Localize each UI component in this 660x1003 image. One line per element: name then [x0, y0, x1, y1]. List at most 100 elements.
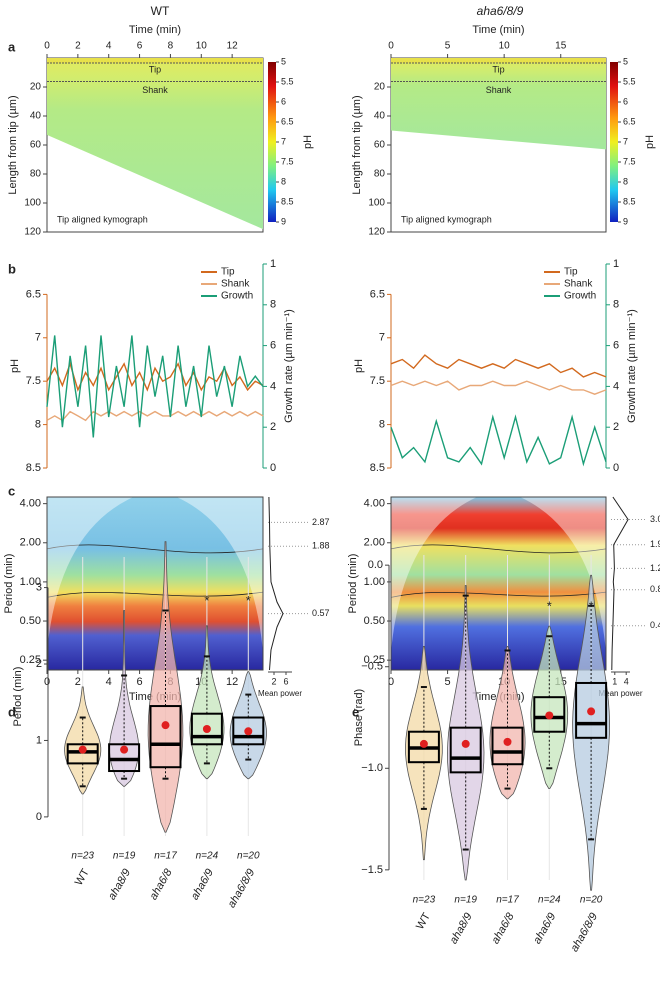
y-tick-label: 4.00	[20, 498, 41, 510]
y2-tick-label: 1	[613, 258, 619, 270]
y-tick-label: 2	[36, 658, 42, 670]
y-tick-label: 80	[374, 169, 386, 180]
x-tick-label: 5	[445, 41, 451, 52]
colorbar-tick-label: 9	[281, 216, 286, 226]
colorbar-tick-label: 5.5	[281, 76, 294, 86]
y-tick-label: 4.00	[364, 498, 385, 510]
y-tick-label: 40	[30, 111, 42, 122]
y-tick-label: 40	[374, 111, 386, 122]
annotation: Shank	[486, 85, 512, 95]
y-tick-label: 7	[35, 332, 41, 344]
x-tick-label: aha8/9	[448, 911, 475, 946]
x-tick-label: 10	[196, 41, 208, 52]
box	[533, 696, 566, 733]
series-line	[46, 335, 264, 438]
y2-tick-label: 0	[613, 462, 619, 474]
y-axis-title: Growth rate (µm min⁻¹)	[626, 309, 638, 423]
y-tick-label: 7	[379, 332, 385, 344]
violin	[229, 671, 267, 780]
y-tick-label: 7.5	[26, 375, 41, 387]
y-tick-label: 0.25	[364, 654, 385, 666]
panel-label: c	[8, 483, 15, 498]
y2-tick-label: 6	[613, 340, 619, 352]
y-tick-label: 1.00	[364, 576, 385, 588]
peak-label: 2.87	[312, 517, 330, 527]
y-tick-label: 0.25	[20, 654, 41, 666]
y-tick-label: 0.50	[364, 615, 385, 627]
n-label: n=20	[580, 895, 603, 906]
n-label: n=17	[496, 895, 519, 906]
series-line	[46, 361, 264, 392]
cone-of-influence	[520, 497, 606, 653]
mean-power-curve	[611, 496, 629, 671]
x-tick-label: 5	[445, 676, 451, 688]
colorbar-tick-label: 5	[281, 56, 286, 66]
series-line	[390, 354, 607, 378]
x-tick-label: 2	[75, 41, 81, 52]
y-tick-label: 80	[30, 169, 42, 180]
colorbar-tick-label: 8	[623, 176, 628, 186]
mean-point	[161, 721, 170, 730]
box	[491, 726, 524, 766]
peak-label: 1.88	[312, 541, 330, 551]
box	[66, 743, 99, 765]
panel-label: b	[8, 261, 16, 276]
y-axis-title: Length from tip (µm)	[351, 95, 363, 194]
y-tick-label: 20	[30, 82, 42, 93]
x-tick-label: 8	[168, 41, 174, 52]
y-tick-label: 20	[374, 82, 386, 93]
column-title: aha6/8/9	[477, 4, 524, 18]
x-tick-label: 12	[226, 676, 238, 688]
cone-of-influence	[47, 497, 134, 653]
y2-tick-label: 4	[613, 380, 619, 392]
series-line	[390, 380, 607, 395]
y-tick-label: 0.0	[368, 559, 383, 571]
peak-label: 0.87	[650, 584, 660, 594]
y-tick-label: −1.0	[361, 762, 383, 774]
x-axis-title: Time (min)	[129, 24, 181, 36]
kymograph-body	[391, 58, 606, 150]
series-line	[390, 414, 607, 467]
annotation: Tip	[149, 64, 161, 74]
mean-point	[78, 745, 87, 754]
box	[449, 726, 482, 774]
x-tick-label: 0	[388, 676, 394, 688]
y2-tick-label: 6	[270, 340, 276, 352]
y-tick-label: 1	[36, 734, 42, 746]
x-tick-label: 0	[44, 41, 50, 52]
colorbar	[268, 62, 276, 222]
colorbar-tick-label: 6	[623, 96, 628, 106]
colorbar-tick-label: 6.5	[281, 116, 294, 126]
y-axis-title: Period (min)	[347, 554, 359, 614]
tip-band	[47, 58, 263, 63]
kymograph-body	[47, 58, 263, 230]
colorbar-tick-label: 7.5	[623, 156, 636, 166]
y-tick-label: 60	[30, 140, 42, 151]
violin	[446, 585, 485, 881]
y-tick-label: 8	[35, 419, 41, 431]
legend-label: Tip	[221, 267, 235, 278]
mean-power-tick-label: 6	[283, 676, 288, 686]
mean-power-tick-label: 4	[624, 676, 629, 686]
x-tick-label: aha6/8	[147, 866, 175, 902]
n-label: n=23	[71, 851, 94, 862]
colorbar-tick-label: 5	[623, 56, 628, 66]
colorbar-tick-label: 6.5	[623, 116, 636, 126]
colorbar	[610, 62, 618, 222]
y-axis-title: Phase (rad)	[353, 689, 365, 746]
colorbar-tick-label: 8.5	[281, 196, 294, 206]
y2-tick-label: 2	[270, 421, 276, 433]
colorbar-tick-label: 6	[281, 96, 286, 106]
y-tick-label: 2.00	[20, 537, 41, 549]
y-tick-label: 6.5	[370, 288, 385, 300]
contour	[390, 544, 607, 554]
y-tick-label: 6.5	[26, 288, 41, 300]
panel-label: d	[8, 704, 16, 719]
box	[190, 712, 223, 746]
column-title: WT	[151, 4, 170, 18]
y-axis-title: pH	[644, 135, 656, 149]
violin	[405, 646, 443, 861]
mean-point	[202, 724, 211, 733]
legend-label: Growth	[564, 291, 596, 302]
peak-label: 3.02	[650, 514, 660, 524]
